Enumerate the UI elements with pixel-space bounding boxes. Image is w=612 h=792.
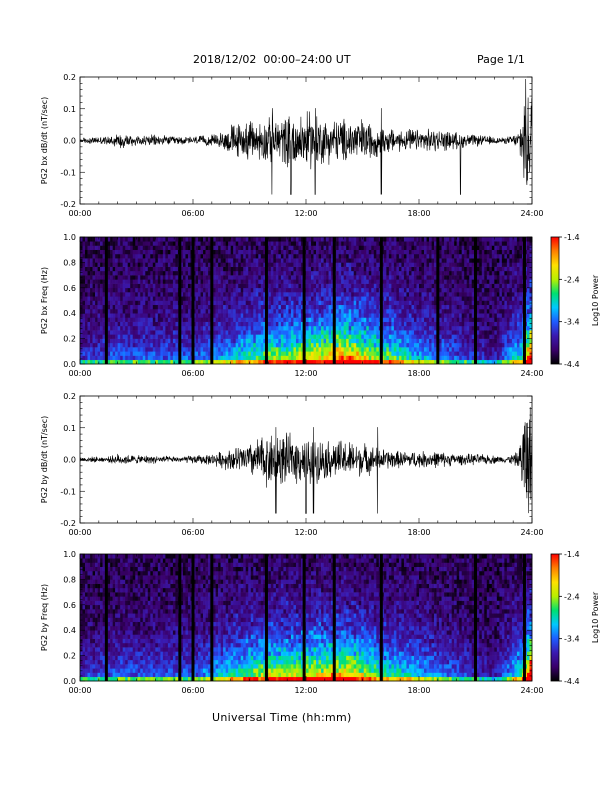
data-gap — [302, 554, 306, 681]
y-tick-label: 0.0 — [63, 137, 76, 146]
y-tick-label: 0.8 — [63, 258, 76, 267]
x-tick-label: 00:00 — [68, 528, 91, 537]
y-tick-label: 0.4 — [63, 309, 76, 318]
x-axis-title: Universal Time (hh:mm) — [212, 711, 352, 724]
y-tick-label: 0.2 — [63, 73, 76, 82]
colorbar — [550, 553, 560, 682]
x-tick-label: 18:00 — [407, 528, 430, 537]
x-tick-label: 12:00 — [294, 209, 317, 218]
panel-2: -1.4 -2.4 -3.4 -4.4 Log10 Power 00:00 06:00 12:… — [40, 233, 600, 378]
data-gap — [104, 554, 108, 681]
y-tick-label: 0.1 — [63, 424, 76, 433]
x-tick-label: 18:00 — [407, 686, 430, 695]
x-tick-label: 06:00 — [181, 528, 204, 537]
data-gap — [436, 237, 440, 364]
colorbar-tick-label: -3.4 — [564, 635, 580, 644]
y-tick-label: -0.2 — [60, 200, 76, 209]
y-tick-label: 0.0 — [63, 677, 76, 686]
y-tick-label: -0.2 — [60, 519, 76, 528]
y-tick-label: 1.0 — [63, 233, 76, 242]
data-gap — [474, 237, 477, 364]
y-tick-label: 0.2 — [63, 335, 76, 344]
x-tick-label: 12:00 — [294, 686, 317, 695]
data-gap — [264, 237, 268, 364]
y-axis-label: PG2 by dB/dt (nT/sec) — [40, 416, 49, 503]
y-tick-label: 0.1 — [63, 105, 76, 114]
colorbar-tick-label: -2.4 — [564, 592, 580, 601]
data-gap — [210, 554, 214, 681]
colorbar-tick-label: -4.4 — [564, 360, 580, 369]
data-gap — [264, 554, 268, 681]
data-gap — [332, 554, 336, 681]
x-tick-label: 00:00 — [68, 209, 91, 218]
colorbar-label: Log10 Power — [591, 591, 600, 643]
colorbar-tick-label: -3.4 — [564, 318, 580, 327]
y-axis-label: PG2 bx Freq (Hz) — [40, 267, 49, 334]
data-gap — [332, 237, 336, 364]
x-tick-label: 24:00 — [520, 686, 543, 695]
colorbar-tick-label: -4.4 — [564, 677, 580, 686]
y-tick-label: 0.2 — [63, 392, 76, 401]
series-trace — [80, 78, 532, 195]
y-axis-label: PG2 bx dB/dt (nT/sec) — [40, 97, 49, 184]
y-tick-label: 0.6 — [63, 284, 76, 293]
x-tick-label: 06:00 — [181, 369, 204, 378]
y-tick-label: 0.2 — [63, 652, 76, 661]
y-tick-label: 0.0 — [63, 360, 76, 369]
data-gap — [522, 237, 526, 364]
series-trace — [80, 407, 532, 514]
colorbar-tick-label: -2.4 — [564, 275, 580, 284]
colorbar-tick-label: -1.4 — [564, 550, 580, 559]
x-tick-label: 00:00 — [68, 369, 91, 378]
x-tick-label: 12:00 — [294, 528, 317, 537]
x-tick-label: 18:00 — [407, 369, 430, 378]
x-tick-label: 06:00 — [181, 209, 204, 218]
panel-1: 00:00 06:00 12:00 18:00 24:00 -0.2 -0.1 0.0 0.1 0… — [40, 73, 544, 218]
x-tick-label: 24:00 — [520, 528, 543, 537]
y-tick-label: 0.0 — [63, 456, 76, 465]
y-tick-label: 0.6 — [63, 601, 76, 610]
data-gap — [210, 237, 214, 364]
x-tick-label: 24:00 — [520, 369, 543, 378]
y-tick-label: -0.1 — [60, 168, 76, 177]
data-gap — [302, 237, 306, 364]
data-gap — [522, 554, 526, 681]
colorbar-label: Log10 Power — [591, 274, 600, 326]
data-gap — [178, 237, 182, 364]
y-tick-label: -0.1 — [60, 487, 76, 496]
y-tick-label: 0.8 — [63, 575, 76, 584]
data-gap — [191, 237, 195, 364]
x-tick-label: 06:00 — [181, 686, 204, 695]
y-tick-label: 0.4 — [63, 626, 76, 635]
data-gap — [178, 554, 182, 681]
y-axis-label: PG2 by Freq (Hz) — [40, 584, 49, 651]
page-title: 2018/12/02 00:00–24:00 UT — [193, 53, 351, 66]
data-gap — [379, 554, 383, 681]
colorbar — [550, 236, 560, 365]
data-gap — [191, 554, 195, 681]
data-gap — [474, 554, 477, 681]
colorbar-tick-label: -1.4 — [564, 233, 580, 242]
x-tick-label: 18:00 — [407, 209, 430, 218]
data-gap — [104, 237, 108, 364]
data-gap — [379, 237, 383, 364]
x-tick-label: 00:00 — [68, 686, 91, 695]
heatmap-cells — [80, 554, 533, 682]
x-tick-label: 12:00 — [294, 369, 317, 378]
panel-4: -1.4 -2.4 -3.4 -4.4 Log10 Power 00:00 06:00 12:… — [40, 550, 600, 695]
page-number: Page 1/1 — [477, 53, 525, 66]
heatmap-cells — [80, 237, 533, 365]
y-tick-label: 1.0 — [63, 550, 76, 559]
panel-3: 00:00 06:00 12:00 18:00 24:00 -0.2 -0.1 0.0 0.1 0… — [40, 392, 544, 537]
x-tick-label: 24:00 — [520, 209, 543, 218]
